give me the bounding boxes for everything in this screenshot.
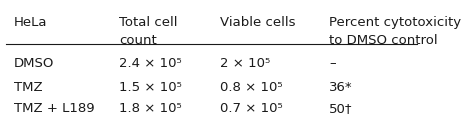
- Text: 1.5 × 10⁵: 1.5 × 10⁵: [119, 81, 182, 94]
- Text: Percent cytotoxicity: Percent cytotoxicity: [329, 16, 461, 29]
- Text: 1.8 × 10⁵: 1.8 × 10⁵: [119, 102, 182, 115]
- Text: TMZ: TMZ: [14, 81, 43, 94]
- Text: 2.4 × 10⁵: 2.4 × 10⁵: [119, 57, 182, 70]
- Text: HeLa: HeLa: [14, 16, 47, 29]
- Text: TMZ + L189: TMZ + L189: [14, 102, 95, 115]
- Text: DMSO: DMSO: [14, 57, 55, 70]
- Text: Viable cells: Viable cells: [220, 16, 295, 29]
- Text: –: –: [329, 57, 336, 70]
- Text: 36*: 36*: [329, 81, 353, 94]
- Text: count: count: [119, 34, 157, 47]
- Text: 0.8 × 10⁵: 0.8 × 10⁵: [220, 81, 283, 94]
- Text: Total cell: Total cell: [119, 16, 177, 29]
- Text: to DMSO control: to DMSO control: [329, 34, 438, 47]
- Text: 0.7 × 10⁵: 0.7 × 10⁵: [220, 102, 283, 115]
- Text: 50†: 50†: [329, 102, 353, 115]
- Text: 2 × 10⁵: 2 × 10⁵: [220, 57, 270, 70]
